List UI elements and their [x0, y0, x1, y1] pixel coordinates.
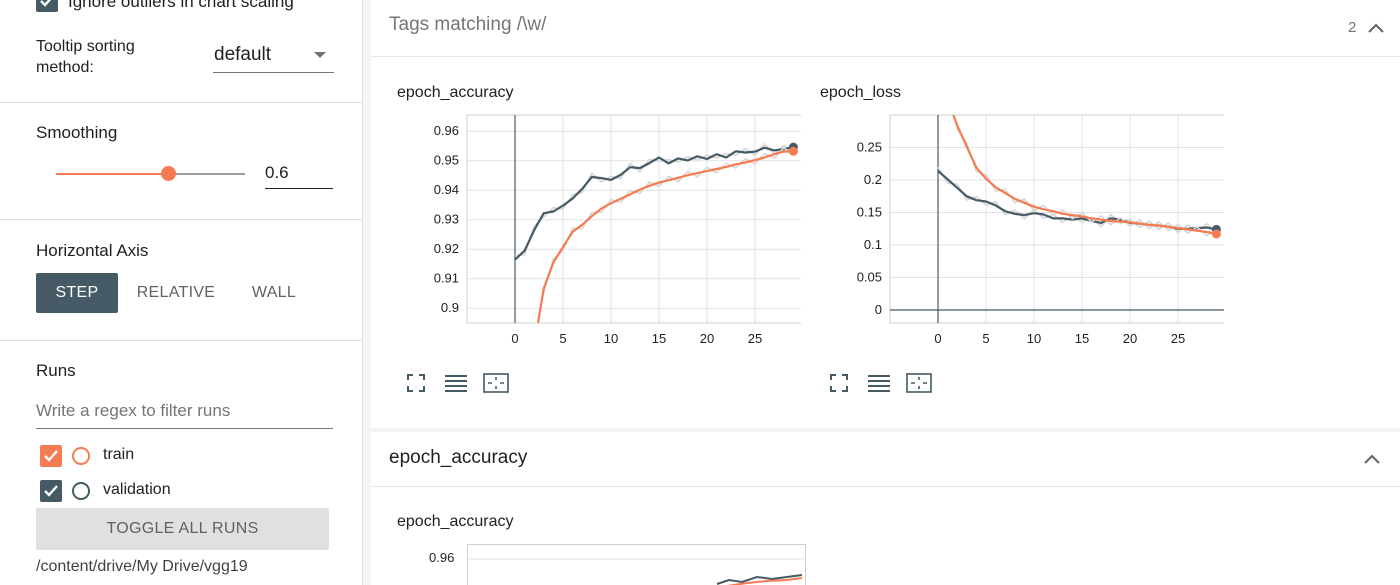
group-header-epoch-accuracy[interactable]: epoch_accuracy — [371, 432, 1400, 487]
y-tick-label: 0.9 — [441, 300, 459, 315]
fullscreen-icon[interactable] — [826, 372, 852, 394]
toggle-log-scale-icon[interactable] — [866, 372, 892, 394]
axis-relative-label: RELATIVE — [136, 284, 216, 301]
x-tick-label: 25 — [1171, 331, 1185, 346]
runs-label: Runs — [36, 361, 76, 380]
tooltip-sorting-value: default — [214, 44, 272, 65]
run-train-label: train — [103, 446, 135, 463]
group-count: 2 — [1348, 19, 1357, 36]
run-validation-color-circle[interactable] — [72, 482, 90, 500]
axis-step-button[interactable]: STEP — [36, 273, 118, 313]
divider — [0, 219, 362, 220]
sidebar: Ignore outliers in chart scaling Tooltip… — [0, 0, 363, 585]
checkmark-icon — [40, 0, 52, 7]
chart-frame — [889, 114, 1224, 324]
run-validation-label: validation — [103, 481, 171, 498]
run-validation-checkbox[interactable] — [40, 480, 62, 502]
run-train-checkbox[interactable] — [40, 445, 62, 467]
validation-line — [716, 574, 803, 585]
tooltip-sorting-select[interactable]: default — [213, 40, 334, 73]
group-body-epoch-accuracy: epoch_accuracy 0.96 — [371, 487, 1400, 585]
y-tick-label: 0.25 — [857, 140, 882, 155]
series-line-train — [536, 150, 794, 323]
log-directory: /content/drive/My Drive/vgg19 — [36, 558, 248, 575]
y-tick-label: 0.96 — [434, 123, 459, 138]
series-line-train — [952, 115, 1217, 235]
main-panel: Tags matching /\w/ 2 epoch_accuracy 0 5 10… — [363, 0, 1400, 585]
chart-title-epoch-accuracy: epoch_accuracy — [397, 84, 514, 101]
tooltip-sorting-label: Tooltip sorting — [36, 38, 135, 55]
tooltip-sorting-label-2: method: — [36, 59, 94, 76]
y-tick-label: 0.05 — [857, 270, 882, 285]
y-tick-label: 0.95 — [434, 153, 459, 168]
outliers-checkbox[interactable] — [36, 0, 58, 12]
y-tick-label: 0.93 — [434, 212, 459, 227]
x-tick-label: 5 — [559, 331, 566, 346]
smoothing-value-input[interactable]: 0.6 — [265, 160, 333, 189]
y-tick-label: 0.1 — [864, 237, 882, 252]
axis-relative-button[interactable]: RELATIVE — [130, 273, 222, 313]
epoch-accuracy-chart[interactable]: 0 5 10 15 20 25 0.9 0.91 0.92 0.93 0.94 0.95 0.96 — [371, 107, 801, 387]
epoch-loss-chart[interactable]: 0 5 10 15 20 25 0 0.05 0.1 0.15 0.2 0.25 — [794, 107, 1224, 387]
axis-wall-label: WALL — [251, 284, 297, 301]
chart-frame — [467, 544, 806, 585]
smoothing-slider-track-active[interactable] — [56, 173, 168, 175]
checkmark-icon — [44, 450, 58, 462]
chart-title-epoch-loss: epoch_loss — [820, 84, 901, 101]
group-header-tags-matching[interactable]: Tags matching /\w/ 2 — [371, 0, 1400, 57]
run-train-color-circle[interactable] — [72, 447, 90, 465]
smoothing-value: 0.6 — [265, 163, 289, 182]
fit-domain-icon[interactable] — [483, 372, 509, 394]
y-tick-label: 0.96 — [429, 550, 455, 565]
epoch-accuracy-chart-partial[interactable] — [467, 544, 817, 585]
x-tick-label: 0 — [934, 331, 941, 346]
y-tick-label: 0.92 — [434, 241, 459, 256]
y-tick-label: 0.2 — [864, 172, 882, 187]
y-tick-label: 0 — [875, 302, 882, 317]
series-line-validation — [514, 146, 794, 261]
fullscreen-icon[interactable] — [403, 372, 429, 394]
horizontal-axis-label: Horizontal Axis — [36, 241, 149, 260]
train-line — [726, 577, 803, 585]
runs-filter-placeholder: Write a regex to filter runs — [36, 401, 231, 420]
x-tick-label: 15 — [652, 331, 666, 346]
series-end-point-train — [1211, 229, 1221, 239]
smoothing-slider-thumb[interactable] — [161, 166, 176, 181]
chevron-up-icon[interactable] — [1368, 23, 1384, 33]
fit-domain-icon[interactable] — [906, 372, 932, 394]
x-tick-label: 25 — [748, 331, 762, 346]
chart-frame — [466, 114, 801, 324]
x-tick-label: 20 — [1123, 331, 1137, 346]
y-tick-label: 0.15 — [857, 205, 882, 220]
x-tick-label: 20 — [700, 331, 714, 346]
toggle-log-scale-icon[interactable] — [443, 372, 469, 394]
group-title: epoch_accuracy — [389, 447, 528, 468]
axis-step-label: STEP — [55, 284, 99, 301]
runs-filter-input[interactable]: Write a regex to filter runs — [36, 398, 333, 429]
checkmark-icon — [44, 485, 58, 497]
x-tick-label: 0 — [511, 331, 518, 346]
y-tick-label: 0.91 — [434, 271, 459, 286]
series-group — [514, 142, 794, 323]
chevron-up-icon[interactable] — [1364, 454, 1380, 464]
chart-title-epoch-accuracy: epoch_accuracy — [397, 513, 514, 530]
group-body-tags-matching: epoch_accuracy 0 5 10 15 20 25 0.9 0.91 0.92 0.93… — [371, 57, 1400, 428]
toggle-all-runs-button[interactable]: TOGGLE ALL RUNS — [36, 508, 329, 550]
x-tick-label: 15 — [1075, 331, 1089, 346]
x-tick-label: 10 — [1027, 331, 1041, 346]
toggle-all-runs-label: TOGGLE ALL RUNS — [106, 520, 259, 537]
outliers-label: Ignore outliers in chart scaling — [68, 0, 294, 11]
smoothing-slider-track[interactable] — [168, 173, 245, 175]
divider — [0, 340, 362, 341]
axis-wall-button[interactable]: WALL — [238, 273, 310, 313]
smoothing-label: Smoothing — [36, 123, 118, 142]
x-tick-label: 10 — [604, 331, 618, 346]
dropdown-arrow-icon — [314, 52, 326, 58]
group-title: Tags matching /\w/ — [389, 14, 547, 35]
y-tick-label: 0.94 — [434, 182, 459, 197]
x-tick-label: 5 — [982, 331, 989, 346]
divider — [0, 102, 362, 103]
series-group — [937, 115, 1217, 237]
series-end-point-train — [788, 146, 798, 156]
